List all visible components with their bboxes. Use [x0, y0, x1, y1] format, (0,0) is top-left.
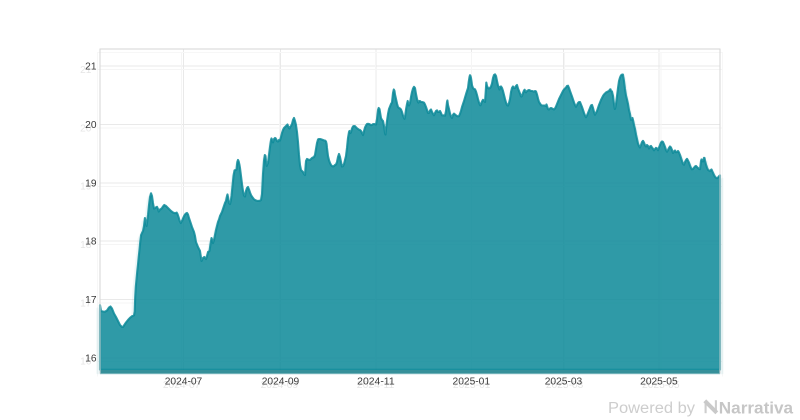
svg-text:16: 16 — [80, 357, 91, 368]
svg-text:18: 18 — [80, 240, 91, 251]
svg-text:19: 19 — [85, 178, 96, 189]
svg-text:2024-07: 2024-07 — [165, 377, 203, 388]
svg-text:2024-11: 2024-11 — [357, 380, 395, 391]
svg-text:21: 21 — [80, 65, 91, 76]
svg-text:2025-03: 2025-03 — [546, 380, 584, 391]
svg-text:Powered by: Powered by — [608, 400, 695, 417]
svg-text:19: 19 — [80, 182, 91, 193]
svg-text:2025-01: 2025-01 — [453, 380, 491, 391]
svg-text:18: 18 — [85, 237, 96, 248]
svg-text:2024-11: 2024-11 — [357, 377, 395, 388]
svg-text:Narrativa: Narrativa — [719, 399, 794, 417]
svg-text:2025-03: 2025-03 — [545, 377, 583, 388]
svg-text:2024-09: 2024-09 — [262, 377, 300, 388]
svg-text:20: 20 — [80, 123, 92, 134]
svg-text:16: 16 — [85, 353, 96, 364]
svg-text:2025-05: 2025-05 — [640, 377, 678, 388]
svg-text:17: 17 — [85, 295, 96, 306]
svg-text:17: 17 — [80, 298, 91, 309]
svg-text:21: 21 — [85, 62, 96, 73]
svg-text:2025-05: 2025-05 — [642, 380, 680, 391]
svg-text:2024-07: 2024-07 — [163, 380, 201, 391]
svg-text:2024-09: 2024-09 — [261, 380, 299, 391]
svg-text:2025-01: 2025-01 — [453, 377, 491, 388]
svg-text:20: 20 — [85, 120, 97, 131]
